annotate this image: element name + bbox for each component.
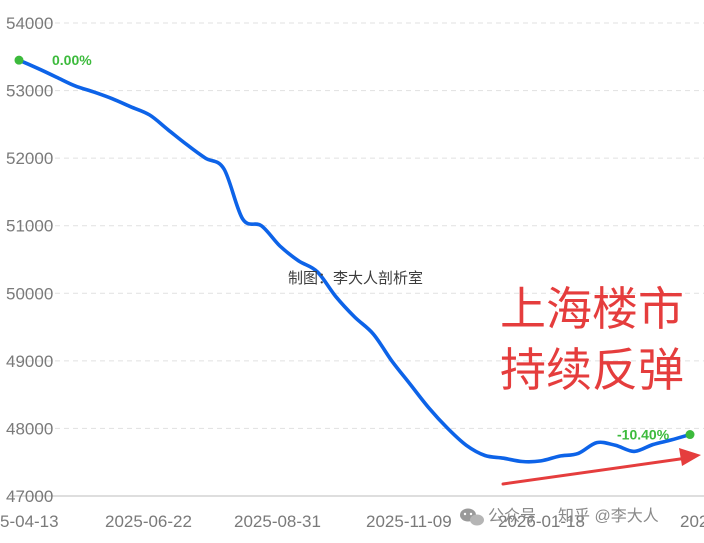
y-tick-label: 50000 <box>6 284 53 303</box>
headline-line-2: 持续反弹 <box>500 344 684 396</box>
start-point-marker <box>14 55 24 65</box>
zhihu-footer-label: 知乎 @李大人 <box>558 507 659 525</box>
wechat-footer-label: 公众号 <box>488 507 536 525</box>
y-tick-label: 51000 <box>6 217 53 236</box>
headline-line-1: 上海楼市 <box>500 283 684 335</box>
grid-lines <box>10 22 704 429</box>
y-tick-label: 54000 <box>6 14 53 33</box>
x-tick-label: 2026-01-18 <box>498 512 585 531</box>
x-tick-label: 5-04-13 <box>0 512 59 531</box>
y-tick-label: 47000 <box>6 487 53 506</box>
footer-watermark: 公众号 知乎 @李大人 <box>460 507 659 526</box>
y-tick-label: 48000 <box>6 419 53 438</box>
x-tick-label: 2026-04 <box>680 512 704 531</box>
headline-annotation: 上海楼市 持续反弹 <box>500 283 684 396</box>
x-tick-label: 2025-08-31 <box>234 512 321 531</box>
end-point-marker <box>685 430 695 440</box>
y-tick-labels: 47000 48000 49000 50000 51000 52000 53000 54000 <box>6 14 53 506</box>
x-tick-label: 2025-06-22 <box>105 512 192 531</box>
y-tick-label: 52000 <box>6 149 53 168</box>
wechat-icon <box>460 508 484 526</box>
start-point-label: 0.00% <box>52 52 92 68</box>
y-tick-label: 49000 <box>6 352 53 371</box>
price-series-line <box>17 58 692 464</box>
x-tick-label: 2025-11-09 <box>366 512 452 531</box>
x-tick-labels: 5-04-13 2025-06-22 2025-08-31 2025-11-09 202… <box>0 512 704 531</box>
end-point-label: -10.40% <box>617 427 670 443</box>
chart-watermark: 制图：李大人剖析室 <box>288 270 423 287</box>
y-tick-label: 53000 <box>6 82 53 101</box>
upward-arrow-icon <box>501 448 701 486</box>
endpoint-markers: 0.00% -10.40% <box>14 52 695 443</box>
